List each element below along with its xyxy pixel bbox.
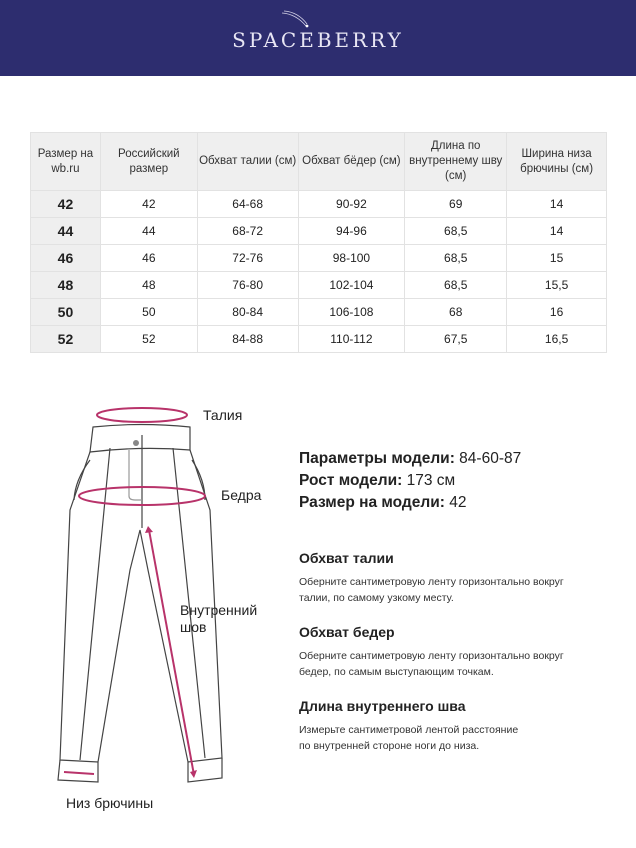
section-text: по внутренней стороне ноги до низа. xyxy=(299,740,480,752)
table-cell: 69 xyxy=(404,190,508,218)
table-cell: 84-88 xyxy=(196,325,299,353)
height-value: 173 см xyxy=(406,472,456,489)
section-title: Обхват бедер xyxy=(299,624,395,640)
table-row: 44 44 68-72 94-96 68,5 14 xyxy=(30,217,607,245)
table-cell: 72-76 xyxy=(196,244,299,272)
table-cell: 48 xyxy=(30,271,101,299)
brand-header: SPACEBERRY xyxy=(0,0,636,76)
table-row: 48 48 76-80 102-104 68,5 15,5 xyxy=(30,271,607,299)
column-header: Длина по внутреннему шву (см) xyxy=(404,132,508,191)
size-value: 42 xyxy=(449,494,467,511)
table-cell: 106-108 xyxy=(297,298,406,326)
table-cell: 46 xyxy=(99,244,198,272)
section-text: Оберните сантиметровую ленту горизонталь… xyxy=(299,650,564,662)
height-label: Рост модели: xyxy=(299,472,403,489)
pants-diagram: Талия Бедра Внутренний шов Низ брючины xyxy=(40,390,280,820)
table-row: 52 52 84-88 110-112 67,5 16,5 xyxy=(30,325,607,353)
table-cell: 15 xyxy=(506,244,607,272)
section-title: Длина внутреннего шва xyxy=(299,698,466,714)
table-cell: 76-80 xyxy=(196,271,299,299)
inseam-section: Длина внутреннего шва Измерьте сантиметро… xyxy=(299,698,518,754)
table-cell: 14 xyxy=(506,217,607,245)
inseam-label: Внутренний xyxy=(180,602,258,618)
table-row: 50 50 80-84 106-108 68 16 xyxy=(30,298,607,326)
column-header: Размер на wb.ru xyxy=(30,132,101,191)
column-header: Обхват талии (см) xyxy=(196,132,299,191)
table-cell: 48 xyxy=(99,271,198,299)
size-label: Размер на модели: xyxy=(299,494,445,511)
table-cell: 50 xyxy=(99,298,198,326)
section-text: Измерьте сантиметровой лентой расстояние xyxy=(299,724,519,736)
table-cell: 110-112 xyxy=(297,325,406,353)
table-cell: 44 xyxy=(99,217,198,245)
brand-logo: SPACEBERRY xyxy=(232,10,404,52)
table-cell: 68 xyxy=(404,298,508,326)
section-text: Оберните сантиметровую ленту горизонталь… xyxy=(299,576,564,588)
waist-section: Обхват талии Оберните сантиметровую ленту… xyxy=(299,550,564,606)
params-value: 84-60-87 xyxy=(459,450,522,467)
hem-label: Низ брючины xyxy=(66,795,154,811)
waist-label: Талия xyxy=(203,407,243,423)
table-cell: 64-68 xyxy=(196,190,299,218)
table-cell: 90-92 xyxy=(297,190,406,218)
table-cell: 42 xyxy=(99,190,198,218)
section-title: Обхват талии xyxy=(299,550,394,566)
table-cell: 68,5 xyxy=(404,217,508,245)
table-cell: 14 xyxy=(506,190,607,218)
table-cell: 15,5 xyxy=(506,271,607,299)
table-cell: 102-104 xyxy=(297,271,406,299)
inseam-label-2: шов xyxy=(180,619,207,635)
table-cell: 52 xyxy=(99,325,198,353)
table-cell: 16 xyxy=(506,298,607,326)
table-row: 42 42 64-68 90-92 69 14 xyxy=(30,190,607,218)
table-cell: 46 xyxy=(30,244,101,272)
table-row: 46 46 72-76 98-100 68,5 15 xyxy=(30,244,607,272)
table-cell: 80-84 xyxy=(196,298,299,326)
hips-section: Обхват бедер Оберните сантиметровую ленту… xyxy=(299,624,564,680)
column-header: Ширина низа брючины (см) xyxy=(506,132,607,191)
section-text: талии, по самому узкому месту. xyxy=(299,592,454,604)
table-cell: 67,5 xyxy=(404,325,508,353)
params-label: Параметры модели: xyxy=(299,450,455,467)
table-cell: 16,5 xyxy=(506,325,607,353)
section-text: бедер, по самым выступающим точкам. xyxy=(299,666,494,678)
column-header: Российский размер xyxy=(99,132,198,191)
size-table: Размер на wb.ru Российский размер Обхват т… xyxy=(30,132,607,353)
table-cell: 44 xyxy=(30,217,101,245)
table-cell: 52 xyxy=(30,325,101,353)
brand-name: SPACEBERRY xyxy=(232,28,404,52)
model-params: Параметры модели: 84-60-87 Рост модели: … xyxy=(299,448,521,514)
hips-label: Бедра xyxy=(221,487,262,503)
shooting-star-icon xyxy=(282,10,309,28)
column-header: Обхват бёдер (см) xyxy=(297,132,406,191)
table-cell: 68,5 xyxy=(404,244,508,272)
table-cell: 94-96 xyxy=(297,217,406,245)
table-cell: 68,5 xyxy=(404,271,508,299)
table-cell: 98-100 xyxy=(297,244,406,272)
table-cell: 68-72 xyxy=(196,217,299,245)
pants-illustration xyxy=(57,407,223,783)
table-cell: 42 xyxy=(30,190,101,218)
table-cell: 50 xyxy=(30,298,101,326)
